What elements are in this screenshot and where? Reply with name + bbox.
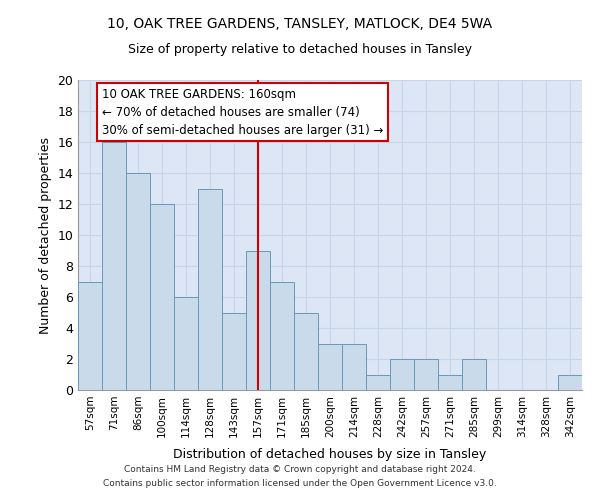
Bar xyxy=(246,250,270,390)
Bar xyxy=(366,374,390,390)
Bar xyxy=(390,359,414,390)
Bar xyxy=(318,344,342,390)
Text: 10, OAK TREE GARDENS, TANSLEY, MATLOCK, DE4 5WA: 10, OAK TREE GARDENS, TANSLEY, MATLOCK, … xyxy=(107,18,493,32)
Bar xyxy=(294,312,318,390)
Bar xyxy=(198,188,222,390)
Bar xyxy=(78,282,102,390)
Bar xyxy=(150,204,174,390)
X-axis label: Distribution of detached houses by size in Tansley: Distribution of detached houses by size … xyxy=(173,448,487,461)
Bar xyxy=(462,359,486,390)
Bar xyxy=(102,142,126,390)
Text: 10 OAK TREE GARDENS: 160sqm
← 70% of detached houses are smaller (74)
30% of sem: 10 OAK TREE GARDENS: 160sqm ← 70% of det… xyxy=(102,88,383,136)
Text: Contains HM Land Registry data © Crown copyright and database right 2024.
Contai: Contains HM Land Registry data © Crown c… xyxy=(103,466,497,487)
Bar xyxy=(438,374,462,390)
Bar xyxy=(414,359,438,390)
Y-axis label: Number of detached properties: Number of detached properties xyxy=(39,136,52,334)
Bar xyxy=(222,312,246,390)
Bar xyxy=(270,282,294,390)
Bar xyxy=(174,297,198,390)
Text: Size of property relative to detached houses in Tansley: Size of property relative to detached ho… xyxy=(128,42,472,56)
Bar xyxy=(342,344,366,390)
Bar xyxy=(558,374,582,390)
Bar xyxy=(126,173,150,390)
